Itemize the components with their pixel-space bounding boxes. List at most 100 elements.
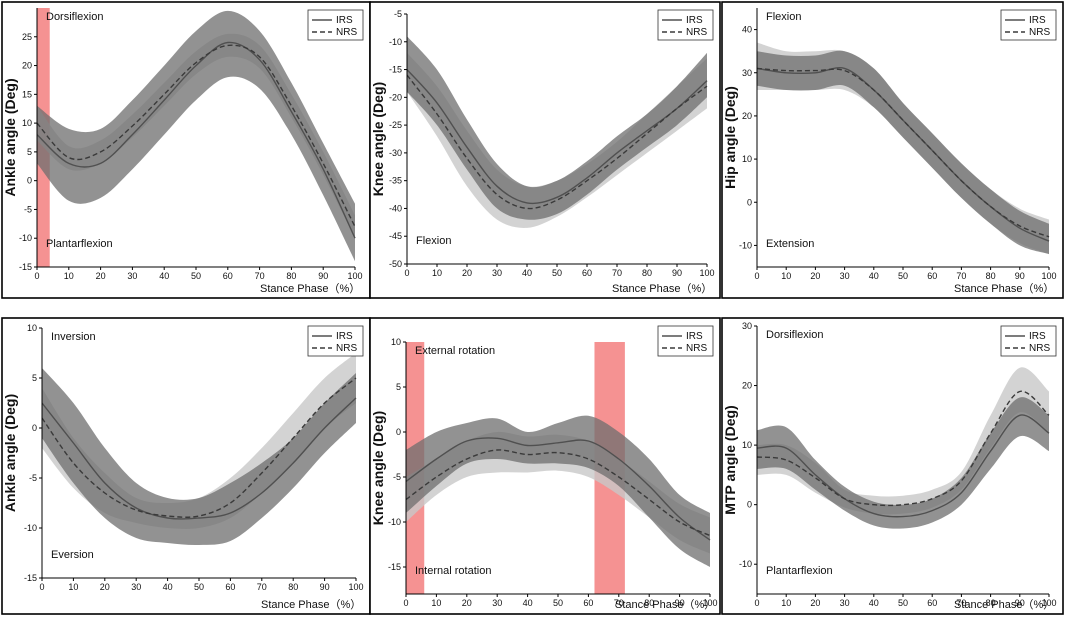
legend-irs-label: IRS [686, 15, 703, 26]
irs-sd-band [407, 36, 707, 220]
annotation-top: Inversion [51, 331, 96, 343]
x-tick-label: 60 [927, 271, 937, 281]
x-tick-label: 70 [956, 598, 966, 608]
x-tick-label: 90 [320, 582, 330, 592]
x-tick-label: 0 [39, 582, 44, 592]
y-tick-label: -5 [393, 472, 401, 482]
annotation-top: Dorsiflexion [46, 11, 103, 23]
y-axis-label: Ankle angle (Deg) [2, 394, 18, 512]
legend-irs-label: IRS [686, 331, 703, 342]
x-tick-label: 20 [462, 598, 472, 608]
x-tick-label: 50 [552, 268, 562, 278]
annotation-bottom: Plantarflexion [46, 238, 113, 250]
nrs-mean-line [36, 44, 356, 228]
x-tick-label: 90 [1015, 598, 1025, 608]
x-tick-label: 40 [869, 271, 879, 281]
x-tick-label: 30 [492, 598, 502, 608]
y-tick-label: -5 [394, 9, 402, 19]
y-tick-label: 20 [742, 381, 752, 391]
y-tick-label: -15 [388, 562, 401, 572]
x-tick-label: 70 [614, 598, 624, 608]
chart-panel-2: 0 10 20 30 40 50 60 70 80 90 100 -50 -45 -40 -35 -30 -25… [369, 1, 721, 299]
x-tick-label: 90 [1015, 271, 1025, 281]
annotation-bottom: Extension [766, 238, 814, 250]
y-tick-label: 5 [27, 147, 32, 157]
x-tick-label: 10 [68, 582, 78, 592]
y-tick-label: -40 [389, 203, 402, 213]
y-axis-label: MTP angle (Deg) [722, 405, 738, 514]
legend-irs-label: IRS [1029, 331, 1046, 342]
y-tick-label: 5 [32, 373, 37, 383]
y-tick-label: 0 [27, 176, 32, 186]
chart-panel-4: 0 10 20 30 40 50 60 70 80 90 100 -15 -10 -5 0 5 10 Ankle … [1, 317, 371, 615]
x-axis-label: Stance Phase（%） [954, 282, 1054, 295]
x-tick-label: 30 [127, 271, 137, 281]
x-tick-label: 50 [194, 582, 204, 592]
y-tick-label: -25 [389, 120, 402, 130]
x-axis-label: Stance Phase（%） [612, 282, 712, 295]
x-tick-label: 30 [492, 268, 502, 278]
x-tick-label: 20 [810, 271, 820, 281]
x-tick-label: 10 [432, 268, 442, 278]
irs-sd-band [757, 50, 1049, 255]
x-tick-label: 100 [348, 582, 363, 592]
x-axis-label: Stance Phase（%） [954, 598, 1054, 611]
y-tick-label: 20 [22, 61, 32, 71]
legend-nrs-label: NRS [336, 343, 357, 354]
nrs-mean-line [756, 67, 1050, 238]
x-tick-label: 70 [956, 271, 966, 281]
legend-box [307, 9, 364, 41]
annotation-bottom: Internal rotation [415, 565, 491, 577]
irs-mean-line [406, 69, 708, 205]
y-tick-label: -35 [389, 176, 402, 186]
legend-box [1000, 9, 1057, 41]
nrs-mean-line [405, 449, 711, 537]
x-tick-label: 10 [781, 271, 791, 281]
legend-box [1000, 325, 1057, 357]
x-tick-label: 90 [672, 268, 682, 278]
x-tick-label: 70 [612, 268, 622, 278]
nrs-mean-line [41, 377, 357, 518]
chart-panel-1: 0 10 20 30 40 50 60 70 80 90 100 -15 -10 -5 0 5 10 15 20 25… [1, 1, 371, 299]
chart-panel-3: 0 10 20 30 40 50 60 70 80 90 100 -10 0 10 20 30 40 Hip an… [721, 1, 1064, 299]
x-tick-label: 90 [318, 271, 328, 281]
chart-panel-6: 0 10 20 30 40 50 60 70 80 90 100 -10 0 10 20 30 MTP angl… [721, 317, 1064, 615]
x-axis-label: Stance Phase（%） [261, 598, 361, 611]
annotation-bottom: Flexion [416, 235, 451, 247]
y-tick-label: 10 [22, 118, 32, 128]
x-tick-label: 30 [840, 271, 850, 281]
y-tick-label: -45 [389, 231, 402, 241]
legend-box [657, 9, 714, 41]
y-tick-label: 10 [27, 323, 37, 333]
x-tick-label: 80 [642, 268, 652, 278]
legend-irs-label: IRS [1029, 15, 1046, 26]
y-tick-label: 0 [747, 500, 752, 510]
x-tick-label: 40 [522, 268, 532, 278]
x-tick-label: 90 [675, 598, 685, 608]
legend-irs-label: IRS [336, 331, 353, 342]
y-tick-label: -15 [389, 65, 402, 75]
y-tick-label: 40 [742, 25, 752, 35]
annotation-top: Flexion [766, 11, 801, 23]
x-tick-label: 60 [582, 268, 592, 278]
legend-irs-label: IRS [336, 15, 353, 26]
x-tick-label: 100 [1041, 271, 1056, 281]
x-tick-label: 40 [869, 598, 879, 608]
y-tick-label: -10 [24, 523, 37, 533]
nrs-mean-line [756, 390, 1050, 507]
panel-frame [721, 317, 1064, 615]
legend-box [657, 325, 714, 357]
irs-mean-line [41, 397, 357, 520]
x-tick-label: 50 [553, 598, 563, 608]
x-tick-label: 50 [191, 271, 201, 281]
chart-panel-5: 0 10 20 30 40 50 60 70 80 90 100 -15 -10 -5 0 5 10 Knee a… [369, 317, 721, 615]
y-tick-label: 30 [742, 68, 752, 78]
x-tick-label: 10 [431, 598, 441, 608]
y-tick-label: -10 [739, 240, 752, 250]
y-tick-label: 0 [396, 427, 401, 437]
y-tick-label: -15 [19, 262, 32, 272]
annotation-bottom: Eversion [51, 549, 94, 561]
